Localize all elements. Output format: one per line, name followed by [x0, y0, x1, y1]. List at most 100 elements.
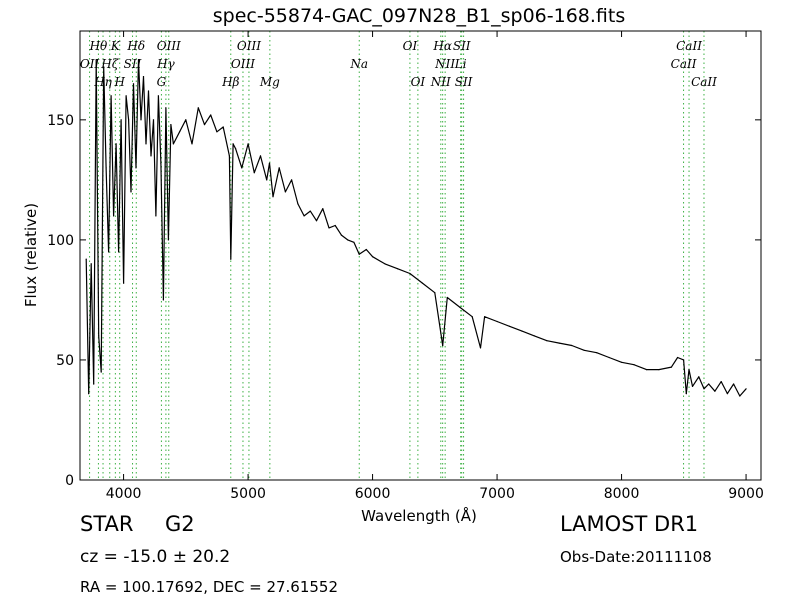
line-label-16: OI: [403, 39, 418, 53]
data-point-0-50: [253, 172, 255, 174]
chart-title: spec-55874-GAC_097N28_B1_sp06-168.fits: [213, 5, 626, 27]
data-point-0-80: [479, 347, 482, 349]
data-point-0-65: [340, 234, 342, 236]
data-point-0-18: [130, 191, 132, 193]
data-point-0-17: [128, 119, 130, 121]
data-point-0-67: [353, 241, 355, 243]
data-point-0-93: [633, 364, 635, 366]
data-point-0-110: [745, 388, 747, 390]
data-point-0-60: [309, 210, 311, 212]
data-point-0-12: [115, 143, 117, 145]
data-point-0-32: [165, 107, 167, 109]
data-point-0-81: [484, 316, 486, 318]
data-point-0-24: [145, 143, 147, 145]
data-point-0-40: [203, 124, 206, 126]
line-label-5: H: [113, 75, 125, 89]
data-point-0-107: [726, 393, 729, 395]
data-point-0-66: [347, 239, 349, 241]
data-point-0-37: [185, 119, 187, 121]
y-axis-label: Flux (relative): [22, 203, 40, 307]
data-point-0-105: [714, 390, 716, 392]
y-axis: 0 50 100 150: [47, 113, 761, 489]
data-point-0-85: [533, 335, 536, 337]
data-point-0-69: [365, 248, 367, 251]
line-label-26: CaII: [691, 75, 717, 89]
data-point-0-79: [471, 316, 473, 318]
line-label-0: OII: [80, 57, 100, 71]
data-point-0-42: [216, 131, 218, 133]
line-label-20: NII: [434, 57, 455, 71]
data-point-0-49: [247, 143, 249, 145]
data-point-0-100: [688, 369, 690, 371]
data-point-0-4: [95, 59, 97, 61]
data-point-0-34: [170, 124, 172, 126]
data-point-0-75: [434, 292, 436, 294]
ra-dec-coordinates: RA = 100.17692, DEC = 27.61552: [80, 578, 339, 596]
series-layer: [85, 59, 747, 397]
data-point-0-57: [291, 179, 293, 181]
line-label-22: SII: [453, 39, 471, 53]
data-point-0-86: [546, 340, 548, 342]
data-point-0-53: [268, 162, 271, 164]
line-label-10: OIII: [157, 39, 181, 53]
data-point-0-82: [496, 320, 498, 323]
data-point-0-56: [284, 191, 286, 193]
data-point-0-96: [670, 366, 673, 368]
data-point-0-11: [113, 215, 115, 217]
line-label-13: OIII: [237, 39, 261, 53]
line-label-2: Hη: [93, 75, 112, 89]
data-point-0-92: [621, 361, 623, 363]
data-point-0-106: [720, 381, 722, 383]
data-point-0-44: [228, 155, 230, 157]
data-point-0-41: [210, 114, 212, 116]
data-point-0-20: [135, 167, 137, 169]
observation-date: Obs-Date:20111108: [560, 548, 712, 566]
data-point-0-72: [396, 268, 399, 270]
y-tick-label-3: 150: [47, 113, 74, 129]
data-point-0-51: [259, 155, 262, 157]
line-label-8: G: [157, 75, 167, 89]
x-tick-label-1: 5000: [230, 486, 266, 502]
data-point-0-0: [85, 258, 87, 260]
data-point-0-83: [508, 325, 511, 327]
data-point-0-13: [118, 251, 120, 253]
data-point-0-9: [108, 251, 110, 253]
data-point-0-26: [150, 155, 152, 157]
data-point-0-64: [334, 224, 336, 227]
data-point-0-6: [100, 371, 102, 373]
data-point-0-91: [608, 356, 610, 359]
data-point-0-29: [157, 95, 159, 97]
line-label-21: Li: [454, 57, 467, 71]
data-point-0-31: [162, 299, 164, 301]
data-point-0-101: [691, 385, 694, 387]
data-point-0-70: [372, 256, 374, 258]
data-point-0-84: [521, 330, 523, 332]
object-subclass: G2: [165, 512, 195, 536]
data-point-0-15: [123, 282, 125, 284]
data-point-0-59: [303, 215, 305, 217]
x-tick-label-3: 7000: [479, 486, 515, 502]
spectral-line-markers: [89, 31, 705, 480]
data-point-0-90: [596, 352, 598, 354]
data-point-0-89: [583, 349, 585, 351]
data-point-0-58: [297, 203, 299, 205]
data-point-0-28: [155, 215, 157, 217]
data-point-0-104: [708, 383, 710, 385]
survey-name: LAMOST DR1: [560, 512, 699, 536]
data-point-0-7: [103, 66, 105, 68]
data-point-0-94: [645, 369, 648, 371]
data-point-0-102: [698, 376, 700, 378]
plot-frame: [79, 30, 762, 481]
data-point-0-52: [266, 179, 268, 181]
x-tick-label-2: 6000: [355, 486, 391, 502]
data-point-0-108: [733, 383, 735, 385]
data-point-0-54: [272, 196, 274, 198]
data-point-0-98: [683, 359, 685, 361]
data-point-0-22: [140, 119, 142, 121]
data-point-0-77: [446, 296, 448, 299]
data-point-0-25: [147, 90, 150, 92]
line-label-12: OIII: [231, 57, 255, 71]
data-point-0-10: [110, 95, 112, 97]
data-point-0-61: [315, 220, 318, 222]
